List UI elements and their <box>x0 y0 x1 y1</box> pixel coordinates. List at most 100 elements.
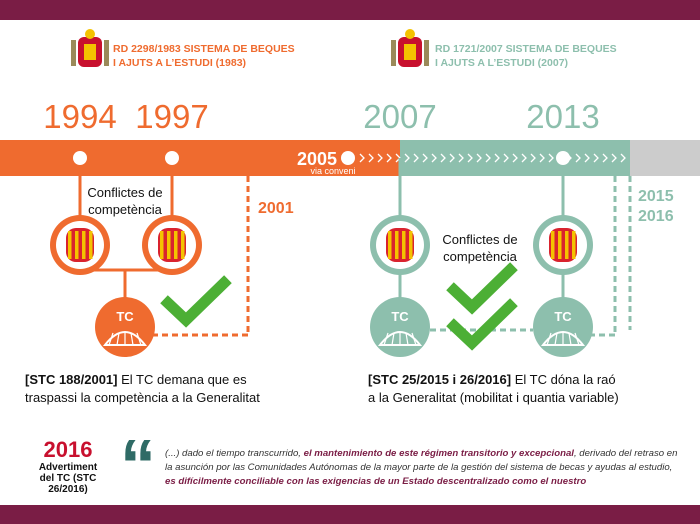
chevron <box>530 153 536 163</box>
tc-dome <box>391 332 395 346</box>
timeline-dot <box>556 151 570 165</box>
chevron <box>548 153 554 163</box>
text: El TC dóna la raó <box>511 372 616 387</box>
year-label: 2001 <box>258 200 294 217</box>
tc-dome <box>377 331 423 346</box>
conflict-label: competència <box>443 249 517 264</box>
quote-part: (...) dado el tiempo transcurrido, <box>165 448 304 459</box>
flag-stripe <box>565 231 569 259</box>
footer-year: 2016 <box>44 437 93 462</box>
chevron <box>485 153 491 163</box>
year: 2007 <box>363 98 436 135</box>
timeline-dot <box>341 151 355 165</box>
tc-label: TC <box>116 309 134 324</box>
crest <box>84 44 96 60</box>
quote-part: , derivado del retraso en la asunción po… <box>165 448 678 473</box>
flag-stripe <box>572 231 576 259</box>
header-left: RD 2298/1983 SISTEMA DE BEQUES I AJUTS A … <box>113 42 295 70</box>
header-line: RD 1721/2007 SISTEMA DE BEQUES <box>435 43 617 55</box>
tc-dome <box>546 332 552 346</box>
tc-dome <box>411 332 417 346</box>
right-text: [STC 25/2015 i 26/2016] El TC dóna la ra… <box>368 371 619 407</box>
bottom-bar <box>0 505 700 524</box>
flag <box>158 228 186 262</box>
chevron <box>575 153 581 163</box>
flag-stripe <box>181 231 185 259</box>
chevron <box>503 153 509 163</box>
chevron <box>377 153 383 163</box>
lead: [STC 25/2015 i 26/2016] <box>368 372 512 387</box>
header-line: I AJUTS A L’ESTUDI (1983) <box>113 57 247 69</box>
text: traspassi la competència a la Generalita… <box>25 390 260 405</box>
flag-stripe <box>174 231 178 259</box>
chevron <box>422 153 428 163</box>
band-grey <box>630 140 700 176</box>
year: 1994 <box>43 98 116 135</box>
chevron <box>386 153 392 163</box>
flag-stripe <box>551 231 555 259</box>
band-orange <box>0 140 400 176</box>
tc-dome <box>108 332 114 346</box>
top-bar <box>0 0 700 20</box>
tc-dome <box>554 332 558 346</box>
tc-dome <box>130 332 134 346</box>
left-text: [STC 188/2001] El TC demana que es traspa… <box>25 371 260 407</box>
flag-stripe <box>395 231 399 259</box>
year: 1997 <box>135 98 208 135</box>
checkmark <box>446 262 518 315</box>
chevron <box>458 153 464 163</box>
checkmark <box>160 275 232 328</box>
chevron <box>476 153 482 163</box>
timeline-note: via conveni <box>310 166 355 176</box>
flag-stripe <box>75 231 79 259</box>
flag-stripe <box>409 231 413 259</box>
checkmark <box>446 298 518 351</box>
tc-dome <box>540 331 586 346</box>
conflict-label: competència <box>88 202 162 217</box>
tc-circle <box>95 297 155 357</box>
quote-part: es difícilmente conciliable con las exig… <box>165 476 587 487</box>
chevron <box>494 153 500 163</box>
crest <box>85 29 95 39</box>
tc-dome <box>405 332 409 346</box>
text: a la Generalitat (mobilitat i quantia va… <box>368 390 619 405</box>
year-label: 2015 <box>638 188 674 205</box>
flag-stripe <box>160 231 164 259</box>
flag <box>549 228 577 262</box>
year-label: 2016 <box>638 208 674 225</box>
crest <box>71 40 76 66</box>
tc-circle <box>533 297 593 357</box>
tc-dome <box>116 332 120 346</box>
header-right: RD 1721/2007 SISTEMA DE BEQUES I AJUTS A … <box>435 42 617 70</box>
chevron <box>359 153 365 163</box>
chevron <box>512 153 518 163</box>
conflict-label: Conflictes de <box>442 232 517 247</box>
quote-mark: “ <box>120 426 156 506</box>
flag-stripe <box>558 231 562 259</box>
lead: [STC 188/2001] <box>25 372 118 387</box>
flag-stripe <box>68 231 72 259</box>
chevron <box>593 153 599 163</box>
flag-stripe <box>402 231 406 259</box>
chevron <box>404 153 410 163</box>
crest <box>104 40 109 66</box>
chevron <box>602 153 608 163</box>
conflict-label: Conflictes de <box>87 185 162 200</box>
tc-dome <box>568 332 572 346</box>
tc-dome <box>383 332 389 346</box>
tc-dome <box>574 332 580 346</box>
chevron <box>467 153 473 163</box>
tc-circle <box>370 297 430 357</box>
year: 2013 <box>526 98 599 135</box>
chevron <box>413 153 419 163</box>
tc-label: TC <box>391 309 409 324</box>
flag-stripe <box>82 231 86 259</box>
crest <box>405 29 415 39</box>
text: El TC demana que es <box>117 372 247 387</box>
chevron <box>620 153 626 163</box>
flag-stripe <box>89 231 93 259</box>
tc-dome <box>136 332 142 346</box>
flag-stripe <box>388 231 392 259</box>
crest <box>404 44 416 60</box>
header-line: I AJUTS A L’ESTUDI (2007) <box>435 57 569 69</box>
